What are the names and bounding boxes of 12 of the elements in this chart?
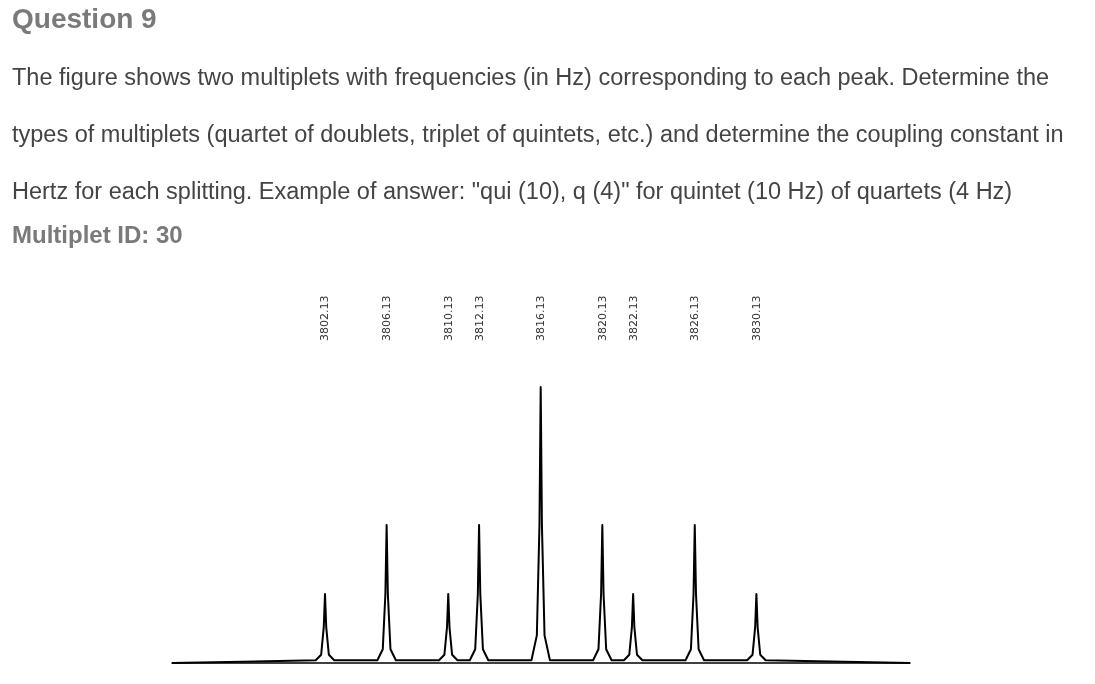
text: The figure shows two multiplets with frequencies (in Hz) corresponding to each peak. Determine the types of multiplets (quartet of doublets, triplet of quintets, etc.) and determine the coupling constant in Hertz for each splitting. Example of answer: "qui (10), q (4)" for quintet (10 Hz) of quartets (4 Hz) [12,64,1064,204]
x-tick-label: 3802.13 [318,295,332,341]
x-tick-label: 3826.13 [688,295,702,341]
x-tick-label: 3830.13 [749,295,763,341]
x-tick-label: 3820.13 [595,295,609,341]
x-tick-label: 3806.13 [380,295,394,341]
x-tick-label: 3810.13 [441,295,455,341]
x-tick-label: 3816.13 [534,295,548,341]
chart-title: Question 9 [12,2,158,36]
x-tick-label: 3822.13 [626,295,640,341]
text: Multiplet ID: 30 [12,220,184,250]
x-tick-label: 3812.13 [472,295,486,341]
